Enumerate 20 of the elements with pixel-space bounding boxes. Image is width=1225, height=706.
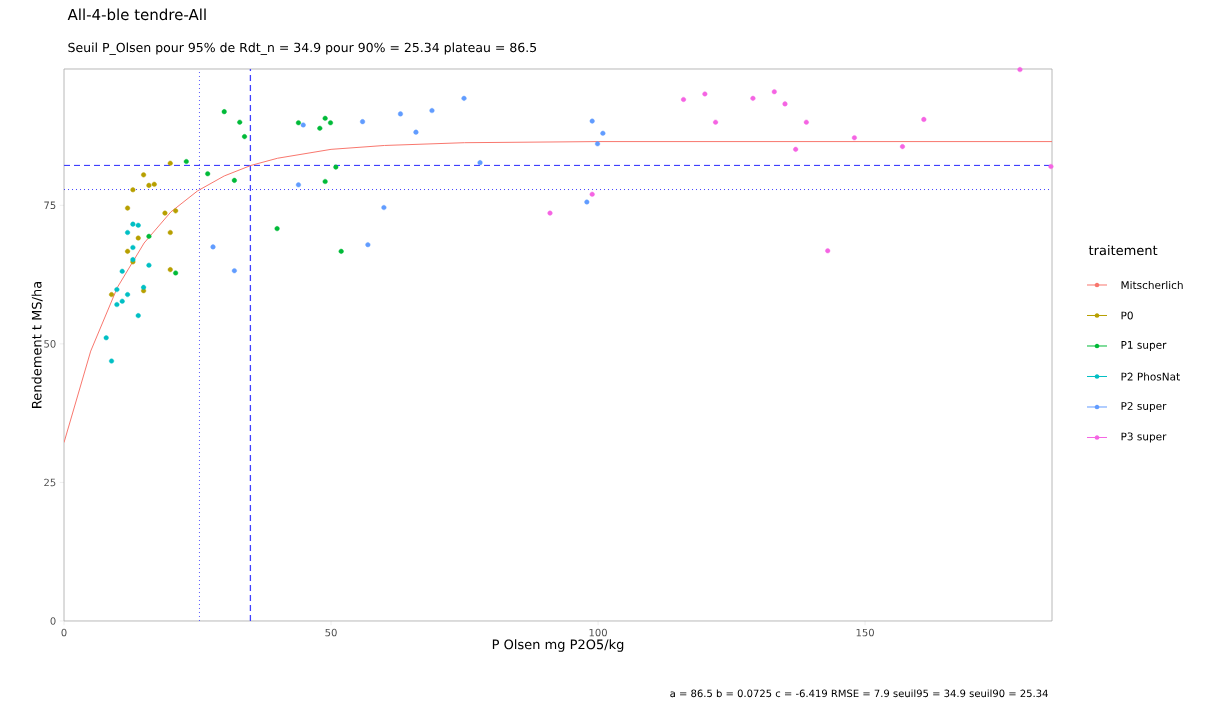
text: a = 86.5 b = 0.0725 c = -6.419 RMSE = 7.9 seuil95 = 34.9 seuil90 = 25.34 [670, 689, 1048, 698]
legend-label: P1 super [1121, 341, 1167, 351]
x-tick-label: 0 [61, 628, 67, 637]
x-tick-label: 150 [856, 628, 874, 637]
legend-label: P2 super [1121, 402, 1167, 412]
y-tick-label: 0 [50, 617, 56, 625]
chart-title: All-4-ble tendre-All [67, 8, 206, 21]
y-tick-label: 50 [44, 340, 56, 348]
legend-label: Mitscherlich [1121, 280, 1183, 290]
legend-title: traitement [1088, 245, 1158, 256]
legend-label: P2 PhosNat [1121, 372, 1180, 381]
chart-subtitle: Seuil P_Olsen pour 95% de Rdt_n = 34.9 pour 90% = 25.34 plateau = 86.5 [68, 42, 537, 55]
x-tick-label: 50 [325, 628, 337, 637]
x-tick-label: 100 [589, 628, 607, 637]
y-axis-title: Rendement t MS/ha [31, 281, 43, 408]
y-tick-label: 25 [44, 478, 56, 487]
legend-label: P3 super [1121, 432, 1167, 443]
legend-label: P0 [1121, 311, 1133, 320]
x-axis-title: P Olsen mg P2O5/kg [492, 639, 624, 652]
y-tick-label: 75 [44, 201, 56, 210]
